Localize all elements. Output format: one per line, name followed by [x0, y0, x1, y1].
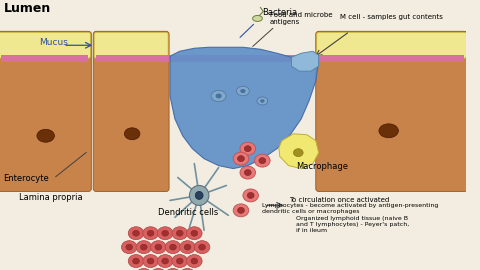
Ellipse shape	[132, 230, 139, 236]
Ellipse shape	[195, 191, 203, 200]
Polygon shape	[291, 51, 319, 71]
Ellipse shape	[190, 185, 209, 205]
Ellipse shape	[259, 158, 266, 164]
Ellipse shape	[132, 258, 139, 264]
Text: Enterocyte: Enterocyte	[3, 174, 48, 183]
Ellipse shape	[37, 129, 54, 142]
Text: Dendritic cells: Dendritic cells	[158, 208, 218, 217]
Ellipse shape	[244, 146, 251, 152]
Ellipse shape	[143, 255, 158, 268]
Text: Bacteria: Bacteria	[263, 8, 298, 18]
Polygon shape	[170, 47, 319, 168]
Ellipse shape	[169, 244, 176, 250]
Ellipse shape	[143, 227, 158, 240]
Ellipse shape	[247, 193, 254, 198]
Ellipse shape	[140, 244, 147, 250]
Ellipse shape	[157, 255, 173, 268]
FancyBboxPatch shape	[93, 31, 169, 191]
Ellipse shape	[252, 15, 263, 21]
Ellipse shape	[194, 241, 210, 254]
Text: Food and microbe
antigens: Food and microbe antigens	[270, 12, 333, 25]
FancyBboxPatch shape	[94, 32, 168, 58]
Ellipse shape	[162, 230, 168, 236]
Ellipse shape	[379, 124, 398, 138]
Ellipse shape	[191, 230, 198, 236]
Text: Lumen: Lumen	[4, 2, 51, 15]
Text: Macrophage: Macrophage	[296, 161, 348, 171]
FancyBboxPatch shape	[317, 32, 467, 58]
FancyBboxPatch shape	[0, 31, 91, 191]
Ellipse shape	[187, 227, 202, 240]
Ellipse shape	[293, 149, 303, 157]
Ellipse shape	[157, 227, 173, 240]
Text: Lymphocytes - become activated by antigen-presenting
dendritic cells or macropha: Lymphocytes - become activated by antige…	[263, 203, 439, 214]
Ellipse shape	[254, 154, 270, 167]
Text: M cell - samples gut contents: M cell - samples gut contents	[340, 14, 443, 21]
Bar	[166, 55, 319, 62]
Ellipse shape	[155, 244, 162, 250]
Ellipse shape	[128, 227, 144, 240]
Ellipse shape	[121, 241, 137, 254]
Ellipse shape	[243, 189, 258, 202]
Text: To circulation once activated: To circulation once activated	[289, 197, 390, 203]
Ellipse shape	[238, 156, 244, 162]
Ellipse shape	[216, 94, 222, 99]
Ellipse shape	[244, 170, 251, 176]
Ellipse shape	[184, 244, 191, 250]
Ellipse shape	[233, 152, 249, 165]
Bar	[1, 55, 88, 62]
Ellipse shape	[147, 230, 154, 236]
Ellipse shape	[162, 258, 168, 264]
Ellipse shape	[151, 241, 166, 254]
Ellipse shape	[191, 258, 198, 264]
Ellipse shape	[172, 227, 188, 240]
Text: Mucus: Mucus	[39, 38, 68, 47]
Ellipse shape	[136, 241, 152, 254]
Ellipse shape	[128, 255, 144, 268]
Text: Lamina propria: Lamina propria	[19, 193, 83, 202]
Ellipse shape	[180, 241, 195, 254]
FancyBboxPatch shape	[316, 31, 468, 191]
FancyBboxPatch shape	[0, 32, 90, 58]
Ellipse shape	[136, 268, 152, 270]
Ellipse shape	[165, 241, 181, 254]
Ellipse shape	[240, 142, 255, 155]
Ellipse shape	[151, 268, 166, 270]
Ellipse shape	[260, 99, 264, 103]
Ellipse shape	[176, 230, 183, 236]
Ellipse shape	[238, 207, 244, 213]
Ellipse shape	[126, 244, 132, 250]
Ellipse shape	[211, 90, 226, 102]
Ellipse shape	[165, 268, 181, 270]
Polygon shape	[279, 134, 319, 168]
Ellipse shape	[124, 128, 140, 140]
Ellipse shape	[176, 258, 183, 264]
Ellipse shape	[180, 268, 195, 270]
Ellipse shape	[240, 89, 246, 93]
Ellipse shape	[257, 97, 268, 105]
Bar	[96, 55, 166, 62]
Bar	[319, 55, 465, 62]
Ellipse shape	[172, 255, 188, 268]
Ellipse shape	[240, 166, 255, 179]
Bar	[0, 2, 467, 56]
Ellipse shape	[237, 86, 249, 96]
Ellipse shape	[187, 255, 202, 268]
Ellipse shape	[147, 258, 154, 264]
Ellipse shape	[199, 244, 205, 250]
Text: Organized lymphoid tissue (naive B
and T lymphocytes) - Peyer's patch,
if in ile: Organized lymphoid tissue (naive B and T…	[296, 216, 409, 233]
Ellipse shape	[233, 204, 249, 217]
